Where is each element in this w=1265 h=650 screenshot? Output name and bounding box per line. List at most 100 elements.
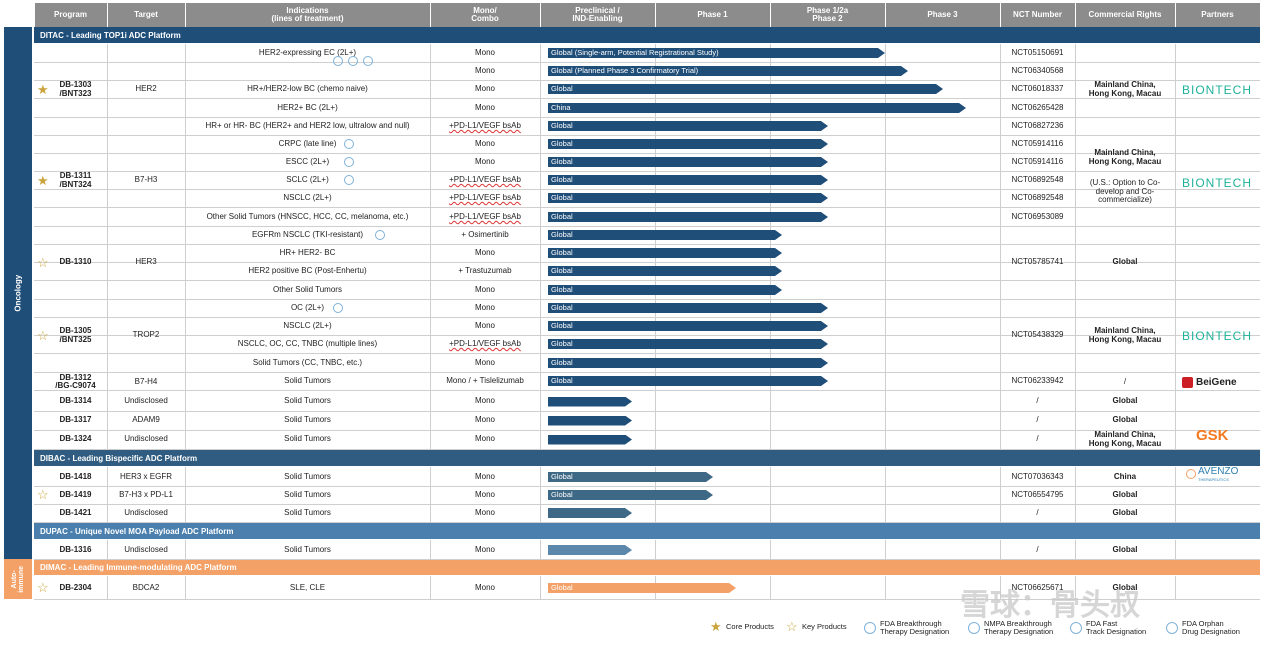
header-indications: Indications (lines of treatment) (185, 3, 430, 27)
key-product-star-icon: ☆ (37, 580, 49, 595)
progress-bar: Global (548, 376, 828, 386)
platform-dimac: DIMAC - Leading Immune-modulating ADC Pl… (34, 559, 1260, 575)
row-line (34, 390, 1260, 391)
combo-type: Mono (474, 434, 495, 444)
col-line (430, 44, 431, 450)
row-line (34, 317, 1260, 318)
designation-badge-icon (344, 175, 354, 185)
commercial-rights: Global (1112, 582, 1138, 592)
nct-number: NCT06265428 (1011, 102, 1064, 112)
key-product-star-icon: ☆ (37, 487, 49, 502)
col-line (770, 44, 771, 450)
indication: Solid Tumors (284, 434, 331, 444)
nct-number: NCT06554795 (1011, 489, 1064, 499)
target-name: HER3 (135, 257, 157, 267)
row-line (34, 171, 1260, 172)
target-name: HER2 (135, 84, 157, 94)
col-line (885, 467, 886, 523)
legend-nmpa-icon (968, 622, 980, 634)
progress-bar: Global (548, 339, 828, 349)
row-line (34, 335, 1260, 336)
bar-label: Global (551, 212, 573, 221)
combo-type: Mono (474, 65, 495, 75)
row-line (34, 135, 1260, 136)
bar-label: Global (551, 358, 573, 367)
progress-bar: Global (548, 303, 828, 313)
col-line (770, 576, 771, 599)
nct-number: NCT06340568 (1011, 65, 1064, 75)
program-name: DB-1311 /BNT324 (59, 171, 92, 189)
col-line (1000, 540, 1001, 559)
col-line (770, 540, 771, 559)
commercial-rights: Mainland China, Hong Kong, Macau (1088, 148, 1162, 166)
target-name: HER3 x EGFR (119, 471, 172, 481)
row-line (34, 226, 1260, 227)
header-phase1: Phase 1 (655, 3, 770, 27)
combo-type: Mono (474, 471, 495, 481)
program-name: DB-1305 /BNT325 (59, 326, 92, 344)
row-line (34, 80, 1260, 81)
commercial-rights: Global (1112, 396, 1138, 406)
target-name: Undisclosed (124, 507, 168, 517)
progress-bar (548, 435, 632, 445)
col-line (430, 576, 431, 599)
biontech-logo: BIONTECH (1182, 329, 1253, 343)
indication: EGFRm NSCLC (TKI-resistant) (251, 229, 364, 239)
nct-number: / (1036, 415, 1039, 425)
designation-badge-icon (333, 56, 343, 66)
biontech-logo: BIONTECH (1182, 83, 1253, 97)
col-line (1075, 540, 1076, 559)
combo-type: Mono (474, 247, 495, 257)
row-line (34, 559, 1260, 560)
bar-label: Global (551, 84, 573, 93)
col-line (430, 467, 431, 523)
col-line (1000, 44, 1001, 450)
avenzo-logo: AVENZO (1198, 466, 1239, 477)
indication: Other Solid Tumors (HNSCC, HCC, CC, mela… (206, 211, 409, 221)
indication: HR+/HER2-low BC (chemo naive) (247, 83, 368, 93)
col-line (655, 44, 656, 450)
indication: CRPC (late line) (278, 138, 337, 148)
combo-type: + Trastuzumab (458, 265, 512, 275)
target-name: TROP2 (132, 330, 160, 340)
col-line (540, 576, 541, 599)
col-line (1075, 467, 1076, 523)
program-name: DB-1418 (59, 471, 92, 481)
indication: Solid Tumors (284, 544, 331, 554)
indication: HER2 positive BC (Post-Enhertu) (248, 265, 367, 275)
progress-bar: Global (548, 266, 782, 276)
commercial-rights: Mainland China, Hong Kong, Macau (1088, 326, 1162, 344)
col-line (107, 44, 108, 450)
platform-ditac: DITAC - Leading TOP1i ADC Platform (34, 27, 1260, 43)
bar-label: Global (551, 175, 573, 184)
progress-bar (548, 545, 632, 555)
program-name: DB-1314 (59, 396, 92, 406)
header-nct: NCT Number (1000, 3, 1075, 27)
col-line (185, 44, 186, 450)
table-bottom-line (34, 599, 1260, 600)
combo-type: Mono (474, 507, 495, 517)
progress-bar: China (548, 103, 966, 113)
row-line (34, 449, 1260, 450)
key-product-star-icon: ☆ (37, 254, 49, 270)
commercial-rights: Global (1112, 489, 1138, 499)
col-line (107, 576, 108, 599)
beigene-name: BeiGene (1196, 377, 1237, 389)
progress-bar (548, 397, 632, 407)
progress-bar: Global (548, 157, 828, 167)
combo-type: Mono (474, 102, 495, 112)
progress-bar: Global (548, 248, 782, 258)
row-line (34, 98, 1260, 99)
bar-label: Global (551, 266, 573, 275)
target-name: Undisclosed (124, 434, 168, 444)
combo-type: Mono (474, 320, 495, 330)
indication: Solid Tumors (284, 489, 331, 499)
row-line (34, 353, 1260, 354)
avenzo-swirl-icon (1186, 469, 1196, 479)
avenzo-subtitle: THERAPEUTICS (1198, 477, 1229, 482)
program-name: DB-1421 (59, 507, 92, 517)
header-mono: Mono/ Combo (430, 3, 540, 27)
combo-type: Mono (474, 83, 495, 93)
indication: HR+ HER2- BC (279, 247, 336, 257)
row-line (34, 117, 1260, 118)
